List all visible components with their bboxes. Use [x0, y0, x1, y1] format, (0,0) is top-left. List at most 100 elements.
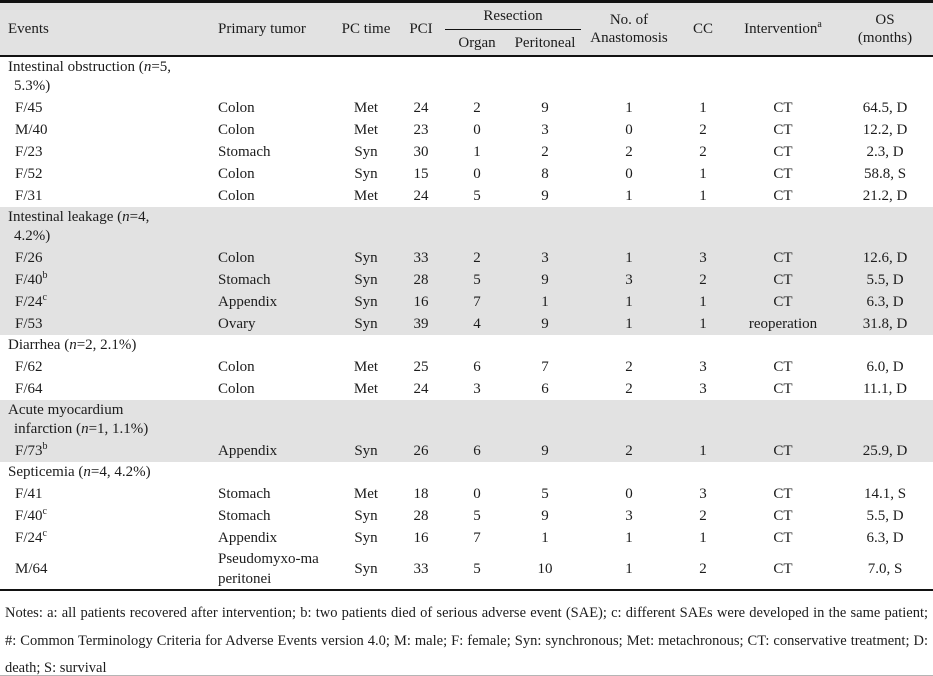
cell-pci: 23: [413, 121, 429, 138]
col-header-anastomosis: No. of Anastomosis: [581, 1, 677, 56]
cell-intervention: CT: [773, 507, 793, 524]
cell-pci: 33: [397, 247, 445, 269]
cell-os: 21.2, D: [862, 187, 908, 204]
cell-organ: 7: [473, 529, 481, 546]
col-header-peritoneal: Peritoneal: [509, 29, 581, 56]
cell-peritoneal: 3: [541, 121, 549, 138]
cell-primary-tumor: Appendix: [205, 440, 335, 462]
cell-cc: 1: [699, 99, 707, 116]
cell-cc: 1: [699, 187, 707, 204]
cell-peritoneal: 9: [541, 99, 549, 116]
cell-pc-time: Syn: [354, 143, 378, 160]
cell-primary-tumor: Ovary: [205, 313, 335, 335]
cell-intervention: CT: [773, 560, 793, 577]
cell-cc: 1: [699, 529, 707, 546]
cell-event: F/26: [0, 247, 205, 269]
col-header-organ: Organ: [445, 29, 509, 56]
cell-event: M/64: [15, 560, 48, 577]
event-footnote-marker: c: [42, 291, 47, 303]
cell-intervention: CT: [773, 187, 793, 204]
cell-cc: 1: [699, 165, 707, 182]
cell-os: 12.6, D: [837, 247, 933, 269]
cell-pci: 16: [397, 291, 445, 313]
table-row: F/64 Colon Met 24 3 6 2 3 CT 11.1, D: [0, 378, 933, 400]
cell-os: 6.3, D: [866, 529, 904, 546]
cell-os: 25.9, D: [837, 440, 933, 462]
cell-pci: 26: [397, 440, 445, 462]
cell-anastomosis: 0: [625, 165, 633, 182]
cell-peritoneal: 9: [509, 440, 581, 462]
cell-event: F/64: [15, 380, 43, 397]
cell-organ: 7: [445, 291, 509, 313]
table-row: F/45 Colon Met 24 2 9 1 1 CT 64.5, D: [0, 97, 933, 119]
cell-organ: 0: [473, 165, 481, 182]
cell-peritoneal: 9: [541, 187, 549, 204]
table-notes: Notes: a: all patients recovered after i…: [5, 605, 928, 676]
cell-cc: 3: [699, 358, 707, 375]
cell-primary-tumor: Stomach: [218, 486, 271, 502]
col-header-resection: Resection: [445, 1, 581, 30]
cell-intervention: CT: [773, 380, 793, 397]
cell-peritoneal: 6: [541, 380, 549, 397]
cell-organ: 0: [473, 121, 481, 138]
cell-organ: 2: [445, 247, 509, 269]
event-footnote-marker: c: [42, 505, 47, 517]
cell-event: F/41: [15, 485, 43, 502]
cell-anastomosis: 1: [581, 247, 677, 269]
cell-primary-tumor: Stomach: [218, 508, 271, 524]
cell-pci: 16: [413, 529, 429, 546]
col-header-intervention: Interventiona: [729, 1, 837, 56]
table-row: M/64 Pseudomyxo-ma peritonei Syn 33 5 10 1 2 CT 7…: [0, 549, 933, 590]
cell-primary-tumor: Colon: [218, 381, 255, 397]
cell-pc-time: Met: [353, 485, 379, 502]
table-header: Events Primary tumor PC time PCI Resecti…: [0, 1, 933, 56]
cell-pc-time: Syn: [354, 165, 378, 182]
cell-event: F/52: [15, 165, 43, 182]
cell-cc: 2: [699, 560, 707, 577]
section-header-row: Acute myocardium infarction (n=1, 1.1%): [0, 400, 933, 440]
event-footnote-marker: c: [42, 527, 47, 539]
cell-anastomosis: 1: [581, 291, 677, 313]
cell-anastomosis: 2: [625, 143, 633, 160]
cell-peritoneal: 9: [509, 269, 581, 291]
cell-intervention: CT: [729, 247, 837, 269]
cell-organ: 6: [445, 440, 509, 462]
cell-pc-time: Syn: [354, 507, 378, 524]
cell-peritoneal: 1: [509, 291, 581, 313]
cell-intervention: CT: [729, 269, 837, 291]
cell-anastomosis: 1: [625, 187, 633, 204]
cell-primary-tumor: Appendix: [218, 530, 278, 546]
cell-intervention: CT: [773, 99, 793, 116]
cell-pc-time: Syn: [335, 247, 397, 269]
cell-peritoneal: 1: [541, 529, 549, 546]
cell-primary-tumor: Appendix: [205, 291, 335, 313]
cell-os: 64.5, D: [862, 99, 908, 116]
cell-pci: 24: [413, 380, 429, 397]
table-row: F/62 Colon Met 25 6 7 2 3 CT 6.0, D: [0, 356, 933, 378]
cell-pci: 25: [413, 358, 429, 375]
anastomosis-label-line2: Anastomosis: [590, 30, 668, 46]
cell-anastomosis: 1: [581, 313, 677, 335]
cell-os: 6.0, D: [866, 358, 904, 375]
cell-primary-tumor: Colon: [218, 359, 255, 375]
cell-event: F/24c: [15, 527, 47, 546]
col-header-cc: CC: [677, 1, 729, 56]
cell-peritoneal: 3: [509, 247, 581, 269]
cell-anastomosis: 0: [625, 485, 633, 502]
anastomosis-label-line1: No. of: [609, 12, 649, 28]
cell-cc: 1: [677, 440, 729, 462]
cell-cc: 2: [699, 507, 707, 524]
cell-event: F/24c: [0, 291, 205, 313]
cell-primary-tumor: Colon: [218, 166, 255, 182]
cell-intervention: reoperation: [729, 313, 837, 335]
cell-os: 2.3, D: [866, 143, 904, 160]
cell-primary-tumor: Colon: [218, 100, 255, 116]
cell-os: 14.1, S: [863, 485, 907, 502]
cell-pc-time: Syn: [335, 313, 397, 335]
cell-pc-time: Met: [353, 380, 379, 397]
cell-pc-time: Met: [353, 358, 379, 375]
table-row: F/24c Appendix Syn 16 7 1 1 1 CT 6.3, D: [0, 527, 933, 549]
cell-cc: 3: [699, 380, 707, 397]
cell-pci: 28: [413, 507, 429, 524]
